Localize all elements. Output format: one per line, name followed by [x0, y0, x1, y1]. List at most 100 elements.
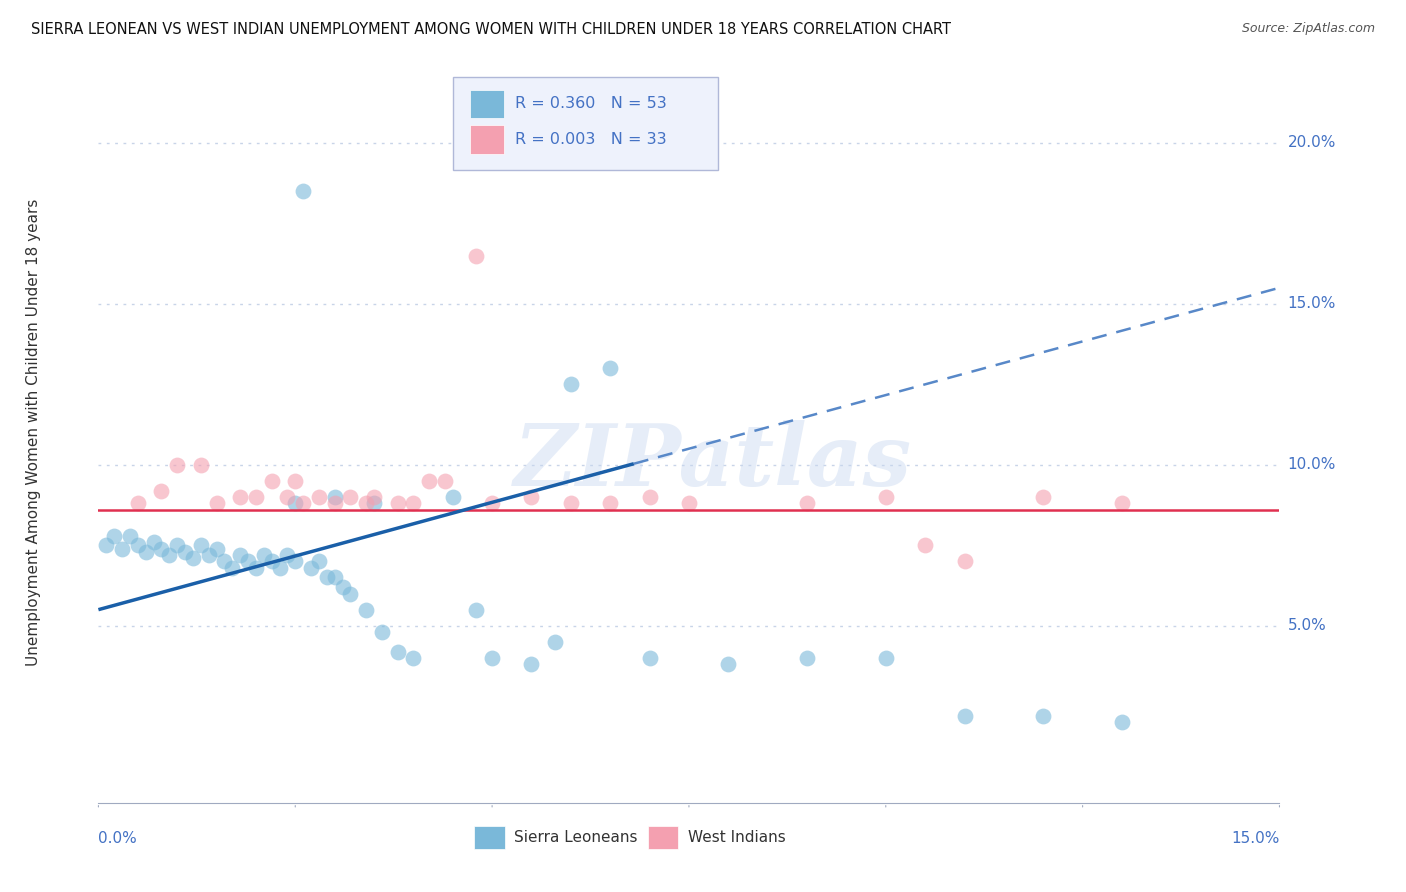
- Point: [276, 548, 298, 562]
- Point: [953, 709, 976, 723]
- Point: [481, 651, 503, 665]
- Text: Sierra Leoneans: Sierra Leoneans: [515, 830, 638, 845]
- Point: [205, 541, 228, 556]
- Point: [135, 545, 157, 559]
- FancyBboxPatch shape: [453, 78, 718, 169]
- Point: [157, 548, 180, 562]
- Point: [371, 625, 394, 640]
- Point: [150, 541, 173, 556]
- Point: [717, 657, 740, 672]
- Point: [150, 483, 173, 498]
- Text: R = 0.003   N = 33: R = 0.003 N = 33: [516, 132, 666, 147]
- Point: [299, 561, 322, 575]
- Point: [308, 490, 330, 504]
- Point: [433, 474, 456, 488]
- Point: [465, 602, 488, 616]
- Point: [441, 490, 464, 504]
- Point: [914, 538, 936, 552]
- Point: [796, 496, 818, 510]
- Point: [323, 570, 346, 584]
- Point: [465, 249, 488, 263]
- Point: [363, 496, 385, 510]
- Text: 10.0%: 10.0%: [1288, 458, 1336, 472]
- Point: [1032, 709, 1054, 723]
- Point: [387, 644, 409, 658]
- Point: [127, 496, 149, 510]
- Point: [544, 635, 567, 649]
- Text: 0.0%: 0.0%: [98, 830, 138, 846]
- Point: [118, 528, 141, 542]
- Point: [796, 651, 818, 665]
- Point: [284, 496, 307, 510]
- FancyBboxPatch shape: [471, 90, 503, 118]
- Point: [339, 490, 361, 504]
- Text: 20.0%: 20.0%: [1288, 136, 1336, 151]
- Point: [953, 554, 976, 568]
- Point: [111, 541, 134, 556]
- Point: [292, 496, 315, 510]
- FancyBboxPatch shape: [471, 126, 503, 153]
- Point: [245, 561, 267, 575]
- Point: [354, 496, 377, 510]
- Point: [190, 458, 212, 472]
- Point: [387, 496, 409, 510]
- Point: [276, 490, 298, 504]
- Point: [308, 554, 330, 568]
- Point: [166, 538, 188, 552]
- Point: [638, 490, 661, 504]
- Point: [236, 554, 259, 568]
- Point: [520, 657, 543, 672]
- Point: [638, 651, 661, 665]
- FancyBboxPatch shape: [474, 827, 505, 848]
- Point: [197, 548, 219, 562]
- Point: [142, 535, 165, 549]
- Point: [229, 490, 252, 504]
- Point: [481, 496, 503, 510]
- Point: [560, 377, 582, 392]
- Point: [402, 651, 425, 665]
- Point: [269, 561, 291, 575]
- Text: 15.0%: 15.0%: [1232, 830, 1279, 846]
- Point: [520, 490, 543, 504]
- Point: [560, 496, 582, 510]
- Point: [418, 474, 440, 488]
- Point: [315, 570, 337, 584]
- Text: ZIPatlas: ZIPatlas: [513, 420, 911, 504]
- Point: [127, 538, 149, 552]
- Point: [1111, 715, 1133, 730]
- Point: [221, 561, 243, 575]
- Point: [875, 651, 897, 665]
- Point: [1111, 496, 1133, 510]
- Point: [402, 496, 425, 510]
- Text: Source: ZipAtlas.com: Source: ZipAtlas.com: [1241, 22, 1375, 36]
- Text: West Indians: West Indians: [688, 830, 786, 845]
- Text: 5.0%: 5.0%: [1288, 618, 1326, 633]
- Point: [292, 184, 315, 198]
- Point: [284, 474, 307, 488]
- Point: [339, 586, 361, 600]
- Text: 15.0%: 15.0%: [1288, 296, 1336, 311]
- Text: Unemployment Among Women with Children Under 18 years: Unemployment Among Women with Children U…: [25, 199, 41, 666]
- Point: [214, 554, 236, 568]
- Point: [284, 554, 307, 568]
- Point: [323, 490, 346, 504]
- Point: [229, 548, 252, 562]
- Point: [190, 538, 212, 552]
- Text: R = 0.360   N = 53: R = 0.360 N = 53: [516, 96, 666, 112]
- Text: SIERRA LEONEAN VS WEST INDIAN UNEMPLOYMENT AMONG WOMEN WITH CHILDREN UNDER 18 YE: SIERRA LEONEAN VS WEST INDIAN UNEMPLOYME…: [31, 22, 950, 37]
- Point: [253, 548, 276, 562]
- Point: [260, 554, 283, 568]
- Point: [245, 490, 267, 504]
- Point: [599, 361, 621, 376]
- Point: [260, 474, 283, 488]
- Point: [332, 580, 354, 594]
- Point: [1032, 490, 1054, 504]
- Point: [181, 551, 204, 566]
- Point: [354, 602, 377, 616]
- Point: [174, 545, 197, 559]
- FancyBboxPatch shape: [648, 827, 678, 848]
- Point: [323, 496, 346, 510]
- Point: [166, 458, 188, 472]
- Point: [678, 496, 700, 510]
- Point: [599, 496, 621, 510]
